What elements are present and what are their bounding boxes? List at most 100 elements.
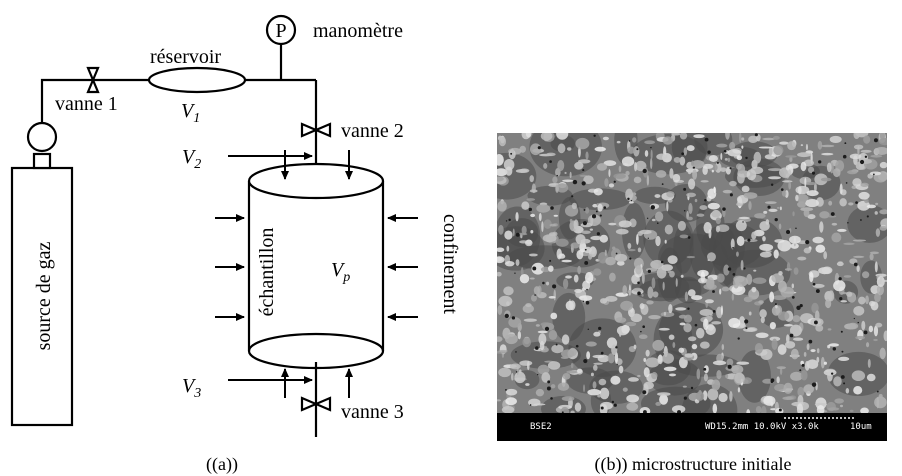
- micrograph-grain: [537, 146, 541, 150]
- micrograph-grain: [729, 391, 733, 402]
- micrograph-grain: [498, 224, 504, 235]
- micrograph-grain: [504, 260, 515, 267]
- micrograph-grain: [691, 295, 703, 301]
- valve-3-label: vanne 3: [341, 401, 404, 423]
- micrograph-grain: [720, 305, 723, 316]
- micrograph-grain: [505, 397, 517, 406]
- micrograph-grain: [815, 381, 818, 391]
- micrograph-grain: [727, 157, 731, 163]
- micrograph-grain: [858, 296, 866, 305]
- micrograph-grain: [777, 280, 787, 293]
- micrograph-grain: [743, 327, 756, 332]
- micrograph-grain: [775, 304, 778, 309]
- micrograph-grain: [839, 198, 847, 207]
- micrograph-grain: [815, 244, 826, 253]
- micrograph-grain: [546, 386, 551, 391]
- micrograph-grain: [697, 269, 709, 277]
- micrograph-grain: [504, 313, 509, 319]
- micrograph-grain: [608, 222, 617, 226]
- micrograph-grain: [687, 216, 693, 221]
- v1-label: V1: [181, 100, 200, 126]
- micrograph-grain: [838, 356, 850, 362]
- micrograph-grain: [538, 212, 542, 222]
- micrograph-grain: [508, 317, 522, 328]
- micrograph-grain: [820, 177, 832, 182]
- micrograph-grain: [816, 348, 820, 354]
- micrograph-grain: [727, 149, 742, 157]
- micrograph-grain: [549, 160, 552, 163]
- micrograph-grain: [572, 179, 578, 185]
- micrograph-grain: [831, 222, 838, 226]
- micrograph-grain: [613, 403, 617, 407]
- micrograph-grain: [537, 330, 548, 334]
- micrograph-grain: [853, 317, 855, 320]
- micrograph-grain: [603, 160, 617, 166]
- micrograph-grain: [538, 333, 547, 345]
- micrograph-grain: [529, 189, 538, 193]
- micrograph-grain: [672, 173, 681, 183]
- micrograph-grain: [647, 237, 649, 239]
- schematic: [10, 14, 385, 437]
- micrograph-grain: [593, 331, 601, 337]
- micrograph-grain: [773, 145, 784, 156]
- micrograph-grain: [643, 357, 647, 362]
- micrograph-grain: [592, 354, 605, 359]
- micrograph-grain: [540, 322, 551, 327]
- valve-2: [300, 122, 332, 138]
- micrograph-grain: [825, 298, 832, 309]
- micrograph-grain: [742, 221, 744, 223]
- micrograph-grain: [772, 295, 787, 301]
- micrograph-grain: [597, 394, 602, 398]
- micrograph-grain: [641, 294, 644, 297]
- micrograph-grain: [616, 325, 629, 336]
- micrograph-grain: [795, 193, 809, 203]
- micrograph-grain: [737, 172, 745, 184]
- micrograph-grain: [762, 137, 775, 141]
- micrograph-grain: [865, 295, 869, 305]
- micrograph-grain: [732, 246, 734, 249]
- micrograph-grain: [602, 136, 609, 141]
- micrograph-grain: [505, 388, 507, 391]
- micrograph-grain: [731, 293, 735, 301]
- micrograph-grain: [593, 364, 598, 371]
- micrograph-grain: [597, 203, 603, 212]
- micrograph-grain: [755, 332, 769, 339]
- micrograph-grain: [828, 200, 833, 206]
- micrograph-grain: [544, 137, 549, 142]
- micrograph-grain: [830, 212, 835, 216]
- micrograph-grain: [804, 181, 817, 186]
- micrograph-grain: [879, 209, 887, 215]
- micrograph-grain: [616, 363, 618, 366]
- micrograph-grain: [731, 364, 744, 374]
- micrograph-grain: [672, 342, 676, 348]
- micrograph-grain: [827, 215, 837, 218]
- micrograph-grain: [777, 344, 787, 355]
- micrograph-grain: [505, 388, 518, 396]
- micrograph-grain: [535, 324, 540, 327]
- micrograph-grain: [679, 133, 688, 140]
- micrograph-grain: [763, 210, 768, 214]
- micrograph-grain: [768, 147, 773, 156]
- micrograph-grain: [558, 253, 566, 259]
- micrograph-grain: [741, 185, 750, 193]
- sample-cylinder-body: [247, 181, 385, 370]
- micrograph-grain: [498, 349, 508, 353]
- micrograph-grain: [716, 143, 728, 148]
- micrograph-grain: [655, 235, 661, 247]
- micrograph-grain: [688, 178, 696, 190]
- micrograph-grain: [627, 197, 630, 201]
- micrograph-grain: [743, 296, 753, 303]
- micrograph-grain: [675, 278, 678, 287]
- micrograph-grain: [857, 321, 859, 324]
- micrograph-grain: [551, 344, 564, 354]
- micrograph-grain: [692, 169, 698, 180]
- micrograph-grain: [755, 405, 762, 414]
- v2-label: V2: [182, 146, 201, 172]
- micrograph-texture: [497, 133, 887, 437]
- micrograph-grain: [569, 171, 572, 179]
- micrograph-grain: [568, 347, 577, 357]
- micrograph-grain: [734, 372, 745, 384]
- micrograph-grain: [521, 225, 527, 235]
- micrograph-grain: [525, 383, 530, 386]
- micrograph-grain: [821, 266, 833, 275]
